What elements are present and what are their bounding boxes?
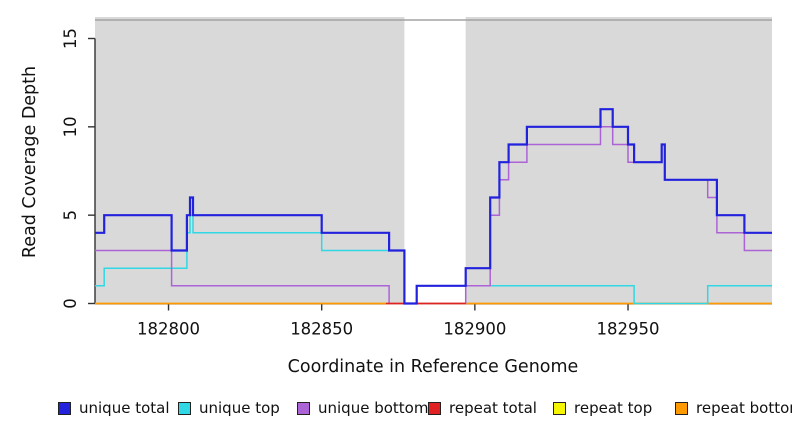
series-line-unique-top	[95, 214, 772, 305]
legend-swatch	[58, 401, 71, 415]
shaded-region	[465, 17, 772, 304]
y-tick-label: 5	[61, 210, 80, 221]
legend-label: unique bottom	[318, 399, 429, 417]
legend-item-repeat-total: repeat total	[428, 399, 537, 417]
legend-label: repeat top	[574, 399, 653, 417]
shaded-region	[95, 17, 405, 304]
y-axis-title: Read Coverage Depth	[20, 65, 40, 259]
legend-label: repeat total	[449, 399, 537, 417]
x-tick-label: 182800	[137, 320, 200, 339]
legend-item-unique-bottom: unique bottom	[297, 399, 428, 417]
y-tick-label: 0	[61, 298, 80, 309]
legend-swatch	[553, 401, 566, 415]
x-tick-label: 182850	[290, 320, 353, 339]
x-tick-label: 182900	[443, 320, 506, 339]
legend-label: unique total	[79, 399, 170, 417]
legend-label: repeat bottom	[696, 399, 792, 417]
legend: unique total unique top unique bottom repea…	[0, 399, 792, 423]
legend-item-repeat-bottom: repeat bottom	[675, 399, 792, 417]
y-tick-label: 15	[61, 28, 80, 49]
series-line-unique-bottom	[95, 126, 772, 305]
legend-item-unique-top: unique top	[178, 399, 280, 417]
legend-swatch	[178, 401, 191, 415]
series-line-unique-total	[95, 108, 772, 305]
legend-swatch	[297, 401, 310, 415]
legend-swatch	[675, 401, 688, 415]
x-tick-label: 182950	[597, 320, 660, 339]
legend-label: unique top	[199, 399, 280, 417]
legend-item-repeat-top: repeat top	[553, 399, 652, 417]
y-tick-label: 10	[61, 116, 80, 137]
legend-swatch	[428, 401, 441, 415]
x-axis-title: Coordinate in Reference Genome	[287, 357, 579, 377]
legend-item-unique-total: unique total	[58, 399, 170, 417]
